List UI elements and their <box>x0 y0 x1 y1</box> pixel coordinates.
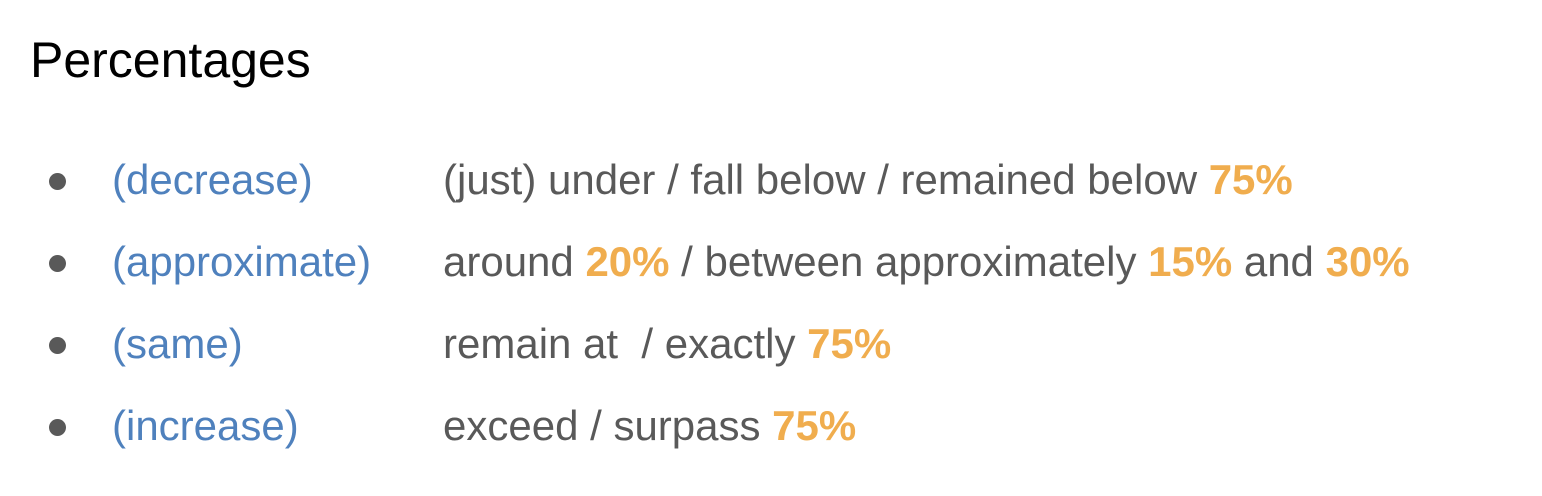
phrase: (just) under / fall below / remained bel… <box>443 152 1293 208</box>
percentage-value: 75% <box>1208 156 1293 203</box>
page-title: Percentages <box>30 32 311 88</box>
phrase-text: around <box>443 238 586 285</box>
percentage-value: 30% <box>1325 238 1410 285</box>
category-label: (approximate) <box>112 238 372 285</box>
percentage-value: 15% <box>1148 238 1233 285</box>
phrase-text: (just) under / fall below / remained bel… <box>443 156 1209 203</box>
phrase-text: remain at / exactly <box>443 320 808 367</box>
bullet-icon <box>49 337 66 354</box>
category-label: (increase) <box>112 402 299 449</box>
category-label: (decrease) <box>112 156 313 203</box>
phrase: exceed / surpass 75% <box>443 398 856 454</box>
percentage-value: 20% <box>585 238 670 285</box>
phrase: around 20% / between approximately 15% a… <box>443 234 1410 290</box>
phrase-text: / between approximately <box>669 238 1149 285</box>
phrase-text: and <box>1232 238 1326 285</box>
bullet-icon <box>49 173 66 190</box>
bullet-icon <box>49 419 66 436</box>
phrase-text: exceed / surpass <box>443 402 773 449</box>
phrase: remain at / exactly 75% <box>443 316 891 372</box>
category-label: (same) <box>112 320 243 367</box>
list-item-decrease: (decrease) (just) under / fall below / r… <box>0 150 1542 232</box>
list-item-approximate: (approximate) around 20% / between appro… <box>0 232 1542 314</box>
bullet-list: (decrease) (just) under / fall below / r… <box>0 150 1542 478</box>
bullet-icon <box>49 255 66 272</box>
list-item-same: (same) remain at / exactly 75% <box>0 314 1542 396</box>
list-item-increase: (increase) exceed / surpass 75% <box>0 396 1542 478</box>
percentage-value: 75% <box>772 402 857 449</box>
percentage-value: 75% <box>807 320 892 367</box>
